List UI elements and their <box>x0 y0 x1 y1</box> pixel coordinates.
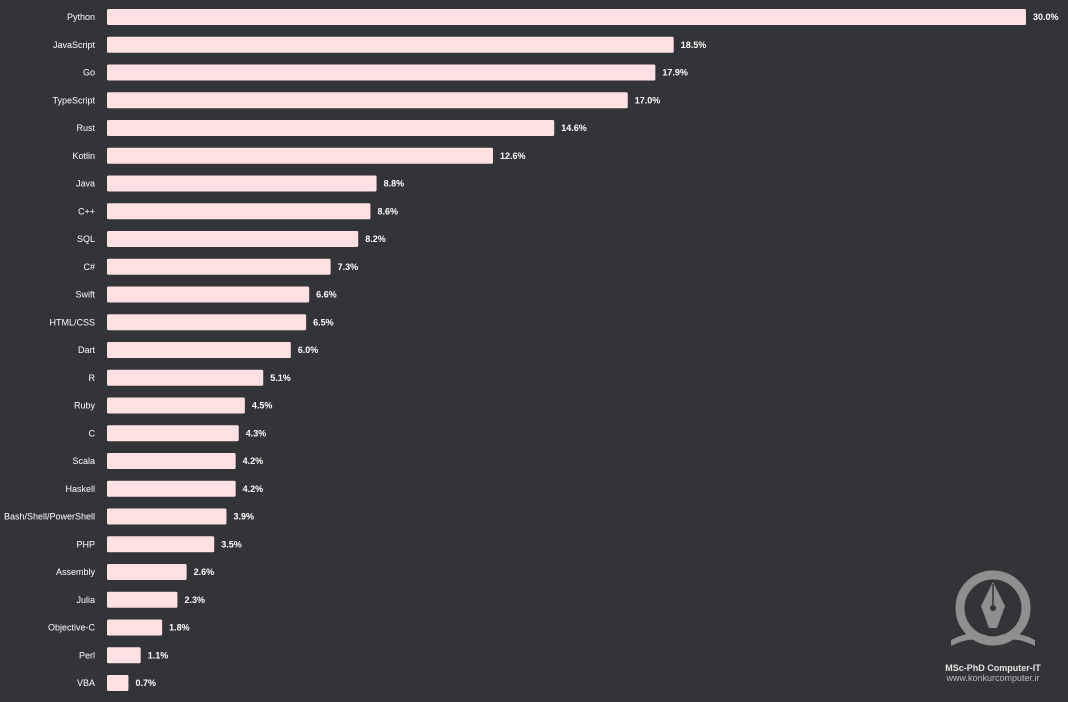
category-label: Perl <box>79 650 95 660</box>
value-label: 8.6% <box>377 206 398 216</box>
category-label: Scala <box>72 456 95 466</box>
bar <box>107 147 493 164</box>
value-label: 7.3% <box>338 262 359 272</box>
category-label: JavaScript <box>53 40 96 50</box>
bar <box>107 64 656 81</box>
bar <box>107 564 187 580</box>
category-label: Ruby <box>74 401 96 411</box>
value-label: 3.9% <box>233 512 254 522</box>
category-label: Rust <box>76 123 95 133</box>
value-label: 0.7% <box>135 678 156 688</box>
category-label: Objective-C <box>48 623 96 633</box>
bar <box>107 203 371 220</box>
value-label: 30.0% <box>1033 12 1059 22</box>
value-label: 4.2% <box>243 484 264 494</box>
bar <box>107 619 163 636</box>
value-label: 4.5% <box>252 401 273 411</box>
value-label: 5.1% <box>270 373 291 383</box>
value-label: 17.9% <box>662 68 688 78</box>
category-label: TypeScript <box>52 95 95 105</box>
value-label: 6.0% <box>298 345 319 355</box>
bar <box>107 369 264 386</box>
bar <box>107 231 359 247</box>
value-label: 4.3% <box>246 428 267 438</box>
category-label: Assembly <box>56 567 96 577</box>
bar <box>107 453 236 469</box>
value-label: 3.5% <box>221 539 242 549</box>
watermark-url: www.konkurcomputer.ir <box>946 673 1040 683</box>
value-label: 6.5% <box>313 317 334 327</box>
category-label: Dart <box>78 345 96 355</box>
bar <box>107 397 245 414</box>
bar <box>107 591 178 608</box>
bar <box>107 342 291 358</box>
category-label: Python <box>67 12 95 22</box>
category-label: Java <box>76 179 95 189</box>
category-label: C++ <box>78 206 95 216</box>
value-label: 8.8% <box>384 179 405 189</box>
value-label: 17.0% <box>635 95 661 105</box>
watermark: MSc-PhD Computer-IT www.konkurcomputer.i… <box>930 570 1056 683</box>
bar <box>107 9 1026 25</box>
bar <box>107 120 555 136</box>
category-label: SQL <box>77 234 95 244</box>
value-label: 14.6% <box>561 123 587 133</box>
value-label: 18.5% <box>681 40 707 50</box>
value-label: 2.3% <box>184 595 205 605</box>
bar <box>107 175 377 192</box>
category-label: C# <box>83 262 95 272</box>
bar <box>107 647 141 664</box>
watermark-title: MSc-PhD Computer-IT <box>945 663 1041 673</box>
bar <box>107 258 331 275</box>
category-label: Go <box>83 68 95 78</box>
category-label: Swift <box>75 290 95 300</box>
value-label: 1.1% <box>148 650 169 660</box>
bar <box>107 480 236 497</box>
bar <box>107 92 628 109</box>
category-label: C <box>89 428 96 438</box>
value-label: 4.2% <box>243 456 264 466</box>
bar <box>107 314 307 331</box>
category-label: Haskell <box>65 484 95 494</box>
category-label: Julia <box>76 595 95 605</box>
category-label: HTML/CSS <box>49 317 95 327</box>
value-label: 6.6% <box>316 290 337 300</box>
pen-book-logo-icon <box>951 570 1035 646</box>
bar <box>107 36 674 53</box>
bar <box>107 425 239 442</box>
value-label: 1.8% <box>169 623 190 633</box>
bar <box>107 286 310 303</box>
bar <box>107 508 227 525</box>
category-label: VBA <box>77 678 95 688</box>
category-label: R <box>89 373 96 383</box>
category-label: Kotlin <box>72 151 95 161</box>
category-label: Bash/Shell/PowerShell <box>4 512 95 522</box>
value-label: 8.2% <box>365 234 386 244</box>
value-label: 12.6% <box>500 151 526 161</box>
bar <box>107 536 215 553</box>
bar <box>107 675 129 691</box>
value-label: 2.6% <box>194 567 215 577</box>
category-label: PHP <box>76 539 95 549</box>
